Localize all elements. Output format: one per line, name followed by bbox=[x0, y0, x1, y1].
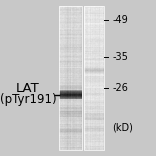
Bar bbox=[58, 6, 82, 150]
Text: LAT: LAT bbox=[16, 82, 40, 95]
Text: -26: -26 bbox=[112, 83, 128, 93]
Text: -49: -49 bbox=[112, 15, 128, 25]
Text: -35: -35 bbox=[112, 52, 128, 62]
Text: (pTyr191): (pTyr191) bbox=[0, 93, 56, 106]
Bar bbox=[84, 6, 104, 150]
Text: (kD): (kD) bbox=[112, 123, 133, 133]
Bar bbox=[82, 0, 84, 156]
